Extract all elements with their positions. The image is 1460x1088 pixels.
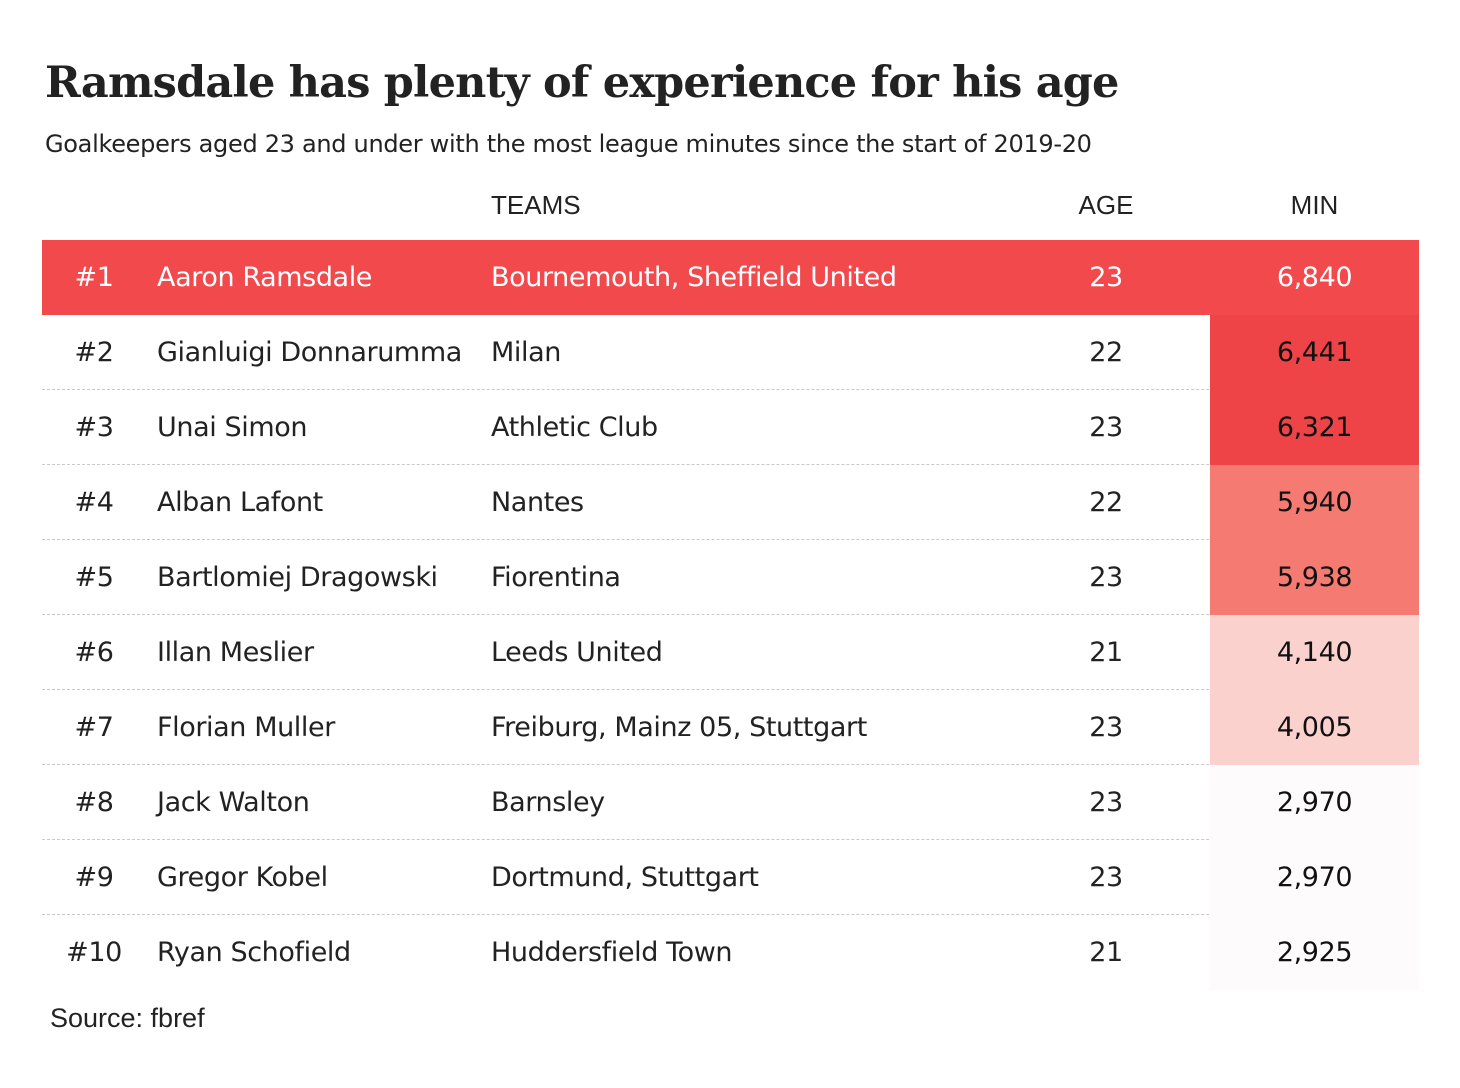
column-header-teams: TEAMS: [491, 190, 581, 220]
teams-cell: Bournemouth, Sheffield United: [491, 262, 897, 293]
chart-subtitle: Goalkeepers aged 23 and under with the m…: [45, 130, 1092, 158]
column-header-age: AGE: [1078, 190, 1134, 220]
teams-cell: Athletic Club: [491, 412, 658, 443]
player-name-cell: Ryan Schofield: [157, 937, 351, 968]
rank-cell: #8: [74, 787, 114, 818]
age-cell: 23: [1089, 787, 1123, 818]
table-row: #2 Gianluigi Donnarumma Milan 22 6,441: [42, 315, 1419, 390]
age-cell: 21: [1089, 937, 1123, 968]
rank-cell: #2: [74, 337, 114, 368]
player-name-cell: Gianluigi Donnarumma: [157, 337, 462, 368]
column-header-min: MIN: [1290, 190, 1339, 220]
minutes-cell: 5,938: [1210, 540, 1419, 615]
table-row: #10 Ryan Schofield Huddersfield Town 21 2,92…: [42, 915, 1419, 990]
age-cell: 23: [1089, 862, 1123, 893]
age-cell: 23: [1089, 712, 1123, 743]
teams-cell: Barnsley: [491, 787, 605, 818]
table-row: #4 Alban Lafont Nantes 22 5,940: [42, 465, 1419, 540]
minutes-cell: 2,970: [1210, 840, 1419, 915]
player-name-cell: Florian Muller: [157, 712, 335, 743]
player-name-cell: Illan Meslier: [157, 637, 314, 668]
age-cell: 23: [1089, 262, 1123, 293]
rank-cell: #5: [74, 562, 114, 593]
age-cell: 22: [1089, 487, 1123, 518]
player-name-cell: Gregor Kobel: [157, 862, 328, 893]
goalkeeper-table: #1 Aaron Ramsdale Bournemouth, Sheffield U…: [42, 240, 1419, 990]
player-name-cell: Aaron Ramsdale: [157, 262, 373, 293]
minutes-cell: 6,441: [1210, 315, 1419, 390]
teams-cell: Huddersfield Town: [491, 937, 733, 968]
rank-cell: #10: [66, 937, 122, 968]
age-cell: 21: [1089, 637, 1123, 668]
table-row: #6 Illan Meslier Leeds United 21 4,140: [42, 615, 1419, 690]
player-name-cell: Alban Lafont: [157, 487, 323, 518]
table-row: #3 Unai Simon Athletic Club 23 6,321: [42, 390, 1419, 465]
table-row: #5 Bartlomiej Dragowski Fiorentina 23 5,938: [42, 540, 1419, 615]
minutes-cell: 4,005: [1210, 690, 1419, 765]
minutes-cell: 5,940: [1210, 465, 1419, 540]
minutes-cell: 2,925: [1210, 915, 1419, 990]
teams-cell: Leeds United: [491, 637, 663, 668]
chart-title: Ramsdale has plenty of experience for hi…: [45, 58, 1119, 108]
age-cell: 23: [1089, 562, 1123, 593]
table-row: #9 Gregor Kobel Dortmund, Stuttgart 23 2,970: [42, 840, 1419, 915]
table-row: #7 Florian Muller Freiburg, Mainz 05, Stut…: [42, 690, 1419, 765]
minutes-cell: 4,140: [1210, 615, 1419, 690]
minutes-cell: 6,321: [1210, 390, 1419, 465]
rank-cell: #3: [74, 412, 114, 443]
minutes-cell: 6,840: [1276, 262, 1353, 293]
teams-cell: Milan: [491, 337, 561, 368]
teams-cell: Dortmund, Stuttgart: [491, 862, 759, 893]
teams-cell: Nantes: [491, 487, 584, 518]
rank-cell: #6: [74, 637, 114, 668]
teams-cell: Fiorentina: [491, 562, 621, 593]
table-row: #8 Jack Walton Barnsley 23 2,970: [42, 765, 1419, 840]
rank-cell: #4: [74, 487, 114, 518]
player-name-cell: Jack Walton: [157, 787, 310, 818]
minutes-cell: 2,970: [1210, 765, 1419, 840]
rank-cell: #7: [74, 712, 114, 743]
table-row: #1 Aaron Ramsdale Bournemouth, Sheffield U…: [42, 240, 1419, 315]
player-name-cell: Bartlomiej Dragowski: [157, 562, 438, 593]
source-note: Source: fbref: [50, 1003, 205, 1033]
player-name-cell: Unai Simon: [157, 412, 308, 443]
teams-cell: Freiburg, Mainz 05, Stuttgart: [491, 712, 867, 743]
age-cell: 23: [1089, 412, 1123, 443]
age-cell: 22: [1089, 337, 1123, 368]
rank-cell: #1: [74, 262, 114, 293]
rank-cell: #9: [74, 862, 114, 893]
